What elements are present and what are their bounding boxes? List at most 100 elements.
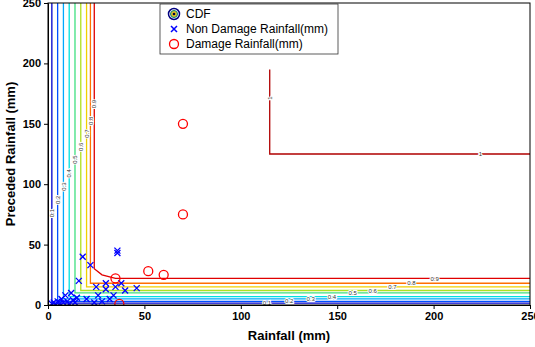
data-point	[144, 267, 153, 276]
legend-symbol-part	[169, 9, 180, 20]
contour-label: 0.5	[348, 290, 357, 296]
data-point	[159, 270, 168, 279]
cdf-contour	[58, 3, 530, 301]
chart-container: 0.10.10.20.20.30.30.40.40.50.50.60.60.70…	[0, 0, 535, 347]
legend-symbol-part	[173, 13, 176, 16]
x-axis-title: Rainfall (mm)	[248, 328, 330, 343]
tick: 100	[232, 305, 250, 322]
data-point	[178, 210, 187, 219]
tick-mark	[434, 305, 435, 309]
tick-label: 100	[232, 310, 250, 322]
tick: 150	[23, 118, 48, 130]
data-point	[111, 274, 120, 283]
contour-label: 0.3	[307, 296, 316, 302]
tick-label: 0	[45, 310, 51, 322]
y-axis-line	[44, 4, 49, 306]
tick: 100	[23, 178, 48, 190]
contour-label: 0.8	[407, 280, 416, 286]
tick-mark	[44, 3, 48, 4]
contour-label: 0.4	[328, 294, 337, 300]
tick-label: 250	[521, 310, 535, 322]
data-point	[74, 295, 80, 301]
contour-label: 0.1	[49, 208, 55, 217]
data-point	[114, 250, 120, 256]
cdf-contour	[270, 69, 530, 154]
tick-mark	[44, 305, 48, 306]
tick-label: 0	[35, 299, 41, 311]
data-point	[122, 288, 128, 294]
legend-symbol-part	[171, 11, 178, 18]
cdf-contour	[75, 3, 530, 293]
data-point	[62, 292, 68, 298]
tick: 0	[35, 299, 48, 311]
tick-mark	[44, 124, 48, 125]
data-point	[84, 296, 90, 302]
tick: 150	[329, 305, 347, 322]
data-point	[178, 119, 187, 128]
data-point	[134, 285, 140, 291]
contour-labels: 0.10.10.20.20.30.30.40.40.50.50.60.60.70…	[49, 96, 483, 306]
plot-area	[49, 3, 530, 305]
tick: 200	[23, 57, 48, 69]
tick-mark	[44, 184, 48, 185]
chart-svg: 0.10.10.20.20.30.30.40.40.50.50.60.60.70…	[0, 0, 535, 347]
plot-background	[48, 3, 530, 305]
tick-mark	[241, 305, 242, 309]
x-axis-line	[49, 306, 531, 310]
legend-label: Damage Rainfall(mm)	[186, 37, 303, 51]
data-point	[95, 292, 101, 298]
tick-label: 250	[23, 0, 41, 9]
data-point	[93, 284, 99, 290]
tick-mark	[44, 245, 48, 246]
tick-mark	[44, 63, 48, 64]
tick: 50	[139, 305, 151, 322]
tick-label: 150	[23, 118, 41, 130]
cdf-contour	[81, 3, 530, 291]
cdf-contour	[63, 3, 530, 299]
x-axis: 0 50 100 150 200 250	[45, 305, 535, 322]
data-point	[91, 300, 97, 305]
tick: 250	[521, 305, 535, 322]
tick-mark	[530, 305, 531, 309]
data-point	[68, 290, 74, 296]
data-point	[103, 280, 109, 286]
cdf-contour	[90, 3, 530, 283]
data-point	[76, 278, 82, 284]
contour-label: 0.7	[388, 284, 397, 290]
cdf-contour	[94, 3, 530, 278]
data-point	[111, 292, 117, 298]
contour-label: 0.8	[88, 116, 94, 125]
tick-label: 200	[23, 57, 41, 69]
tick-label: 50	[29, 239, 41, 251]
contour-label: 1	[479, 151, 483, 157]
data-point	[99, 298, 105, 304]
tick: 250	[23, 0, 48, 9]
y-axis: 0 50 100 150 200 250	[23, 0, 49, 311]
legend-label: CDF	[186, 7, 211, 21]
contour-label: 1	[267, 96, 273, 100]
contour-label: 0.7	[84, 129, 90, 138]
data-point	[112, 284, 118, 290]
y-axis-title: Preceded Rainfall (mm)	[3, 82, 18, 227]
contour-label: 0.3	[61, 182, 67, 191]
tick-label: 50	[139, 310, 151, 322]
data-point	[87, 262, 93, 268]
legend-symbol	[169, 9, 180, 20]
contour-label: 0.6	[78, 142, 84, 151]
tick-mark	[144, 305, 145, 309]
legend-label: Non Damage Rainfall(mm)	[186, 22, 328, 36]
legend-symbol	[171, 26, 177, 32]
contour-label: 0.5	[72, 155, 78, 164]
tick: 200	[425, 305, 443, 322]
tick-label: 150	[329, 310, 347, 322]
contour-label: 0.4	[66, 168, 72, 177]
tick-label: 200	[425, 310, 443, 322]
tick-mark	[337, 305, 338, 309]
plot-frame	[48, 3, 530, 305]
contour-label: 0.6	[369, 288, 378, 294]
series-1	[111, 119, 187, 305]
legend: CDFNon Damage Rainfall(mm)Damage Rainfal…	[160, 4, 338, 54]
legend-box	[160, 4, 338, 54]
tick: 50	[29, 239, 48, 251]
cdf-contour	[69, 3, 530, 297]
